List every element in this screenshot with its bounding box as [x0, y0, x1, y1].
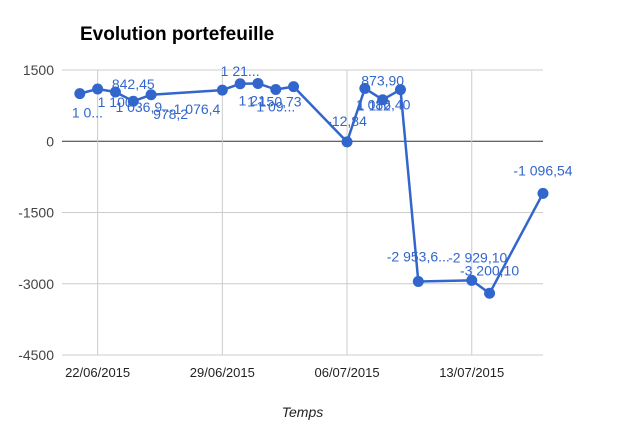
data-point	[537, 187, 549, 199]
data-label: 842,45	[112, 76, 155, 92]
y-tick-label: 0	[46, 133, 54, 149]
data-point	[216, 84, 228, 96]
data-label: -2 929,10	[448, 249, 507, 265]
data-label: 1 036,9...	[115, 99, 173, 115]
data-label: 1 150,73	[247, 94, 302, 110]
data-point	[74, 88, 86, 100]
x-tick-label: 06/07/2015	[314, 365, 379, 380]
data-label: 1 21...	[221, 63, 260, 79]
data-point	[359, 82, 371, 94]
data-point	[412, 276, 424, 288]
data-point	[127, 95, 139, 107]
data-point	[484, 287, 496, 299]
data-label: -3 200,10	[460, 262, 519, 278]
data-point	[377, 94, 389, 106]
data-label: -2 953,6...	[387, 249, 450, 265]
data-label: 873,90	[361, 73, 404, 89]
y-tick-label: -3000	[18, 276, 54, 292]
data-label: -12,84	[327, 113, 367, 129]
data-label: 1 0...	[72, 105, 103, 121]
data-label: 1 076,4	[174, 101, 221, 117]
data-point	[252, 77, 264, 89]
data-label: 1 100	[98, 94, 133, 110]
data-point	[341, 136, 353, 148]
x-tick-label: 13/07/2015	[439, 365, 504, 380]
data-point	[466, 274, 478, 286]
data-point	[394, 84, 406, 96]
chart-title: Evolution portefeuille	[80, 24, 275, 45]
data-label: 1 21...	[239, 92, 278, 108]
data-point	[288, 81, 300, 93]
y-tick-label: -4500	[18, 347, 54, 363]
data-point	[270, 83, 282, 95]
data-point	[109, 86, 121, 98]
x-tick-label: 29/06/2015	[190, 365, 255, 380]
x-axis-title: Temps	[282, 404, 324, 420]
x-tick-label: 22/06/2015	[65, 365, 130, 380]
data-point	[92, 83, 104, 95]
data-label: 1 086,40	[356, 97, 411, 113]
y-tick-label: -1500	[18, 205, 54, 221]
data-label: 978,2	[153, 106, 188, 122]
data-point	[234, 78, 246, 90]
data-label: -1 096,54	[513, 162, 572, 178]
data-label: 1 112	[357, 97, 391, 113]
data-label: 1 09...	[256, 98, 295, 114]
data-point	[145, 89, 157, 101]
y-tick-label: 1500	[23, 62, 54, 78]
